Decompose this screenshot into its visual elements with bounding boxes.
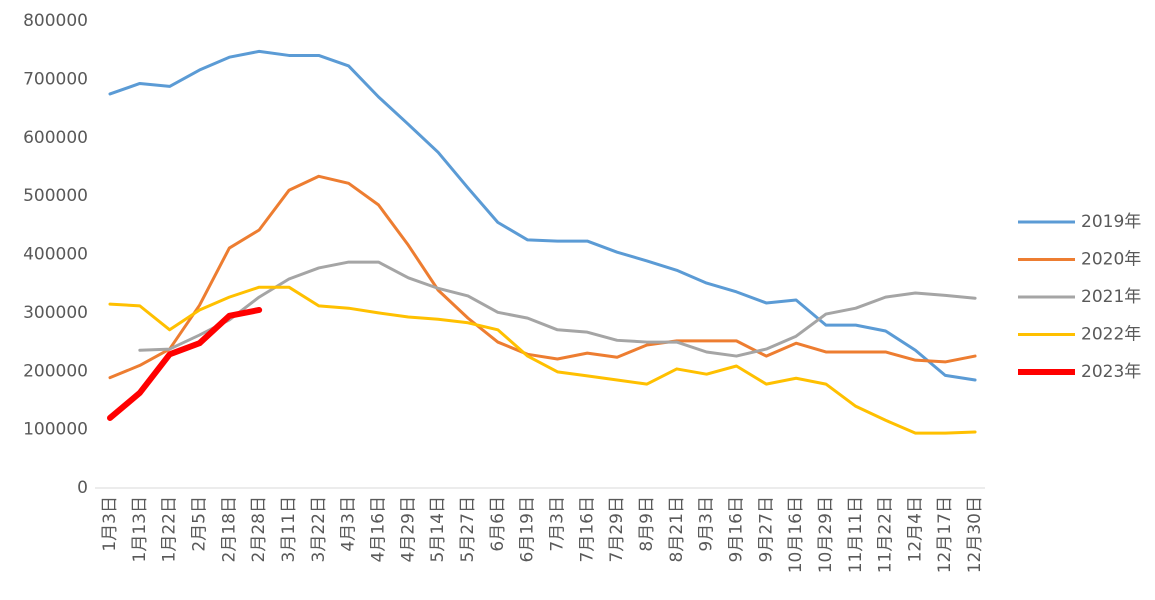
x-tick-label: 12月30日 [965, 496, 985, 573]
y-tick-label: 500000 [23, 186, 88, 206]
y-tick-label: 800000 [23, 11, 88, 31]
x-tick-label: 9月16日 [726, 496, 746, 562]
x-tick-label: 8月9日 [637, 496, 657, 552]
x-tick-label: 12月4日 [905, 496, 925, 562]
x-tick-label: 7月29日 [607, 496, 627, 562]
y-tick-label: 400000 [23, 245, 88, 265]
x-tick-label: 4月3日 [339, 496, 359, 552]
y-tick-label: 200000 [23, 361, 88, 381]
x-tick-label: 4月16日 [368, 496, 388, 562]
y-tick-label: 300000 [23, 303, 88, 323]
x-tick-label: 3月11日 [279, 496, 299, 562]
x-tick-label: 1月3日 [100, 496, 120, 552]
x-tick-label: 10月29日 [816, 496, 836, 573]
x-tick-label: 7月16日 [577, 496, 597, 562]
y-tick-label: 0 [77, 478, 88, 498]
x-tick-label: 5月27日 [458, 496, 478, 562]
x-tick-label: 6月19日 [518, 496, 538, 562]
x-tick-label: 7月3日 [547, 496, 567, 552]
x-tick-label: 11月11日 [846, 496, 866, 573]
x-tick-label: 10月16日 [786, 496, 806, 573]
x-tick-label: 8月21日 [667, 496, 687, 562]
series-line [108, 174, 977, 380]
series-line [138, 260, 977, 358]
y-tick-label: 600000 [23, 128, 88, 148]
x-tick-label: 2月18日 [219, 496, 239, 562]
x-tick-label: 2月28日 [249, 496, 269, 562]
x-tick-label: 5月14日 [428, 496, 448, 562]
y-tick-label: 100000 [23, 420, 88, 440]
legend-label: 2023年 [1081, 362, 1141, 382]
legend-label: 2019年 [1081, 212, 1141, 232]
series-line [108, 49, 977, 382]
series-line [108, 285, 977, 435]
series-line [107, 306, 263, 421]
x-tick-label: 1月13日 [130, 496, 150, 562]
legend-label: 2021年 [1081, 287, 1141, 307]
x-tick-label: 1月22日 [160, 496, 180, 562]
x-tick-label: 2月5日 [189, 496, 209, 552]
x-tick-label: 4月29日 [398, 496, 418, 562]
x-tick-label: 12月17日 [935, 496, 955, 573]
x-tick-label: 11月22日 [876, 496, 896, 573]
x-tick-label: 9月3日 [697, 496, 717, 552]
x-tick-label: 9月27日 [756, 496, 776, 562]
legend-label: 2020年 [1081, 250, 1141, 270]
y-tick-label: 700000 [23, 69, 88, 89]
legend-label: 2022年 [1081, 325, 1141, 345]
x-tick-label: 3月22日 [309, 496, 329, 562]
x-tick-label: 6月6日 [488, 496, 508, 552]
